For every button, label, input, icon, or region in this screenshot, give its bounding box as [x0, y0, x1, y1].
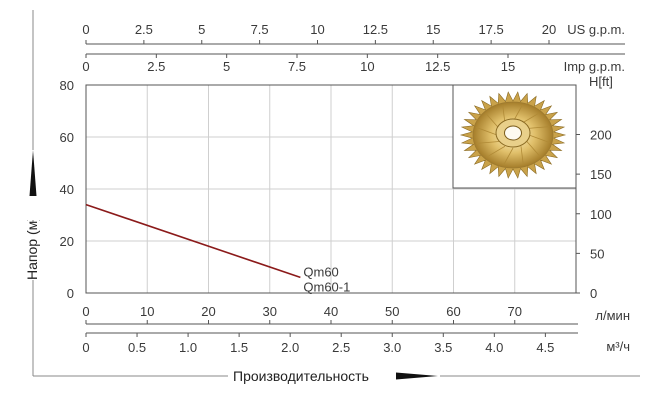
arrow-up-icon [29, 150, 37, 196]
svg-text:Напор (м): Напор (м) [24, 216, 40, 280]
tick-label: 10 [360, 59, 374, 74]
tick-label: 3.5 [434, 340, 452, 355]
y-axis-ft: 0 50 100 150 200 H[ft] [576, 74, 613, 301]
us-gpm-unit: US g.p.m. [567, 22, 625, 37]
tick-label: 5 [198, 22, 205, 37]
tick-label: 2.5 [135, 22, 153, 37]
tick-label: 0 [82, 304, 89, 319]
tick-label: 20 [542, 22, 556, 37]
m3h-unit: м³/ч [606, 339, 630, 354]
us-gpm-axis: 0 2.5 5 7.5 10 12.5 15 17.5 20 US g.p.m. [82, 22, 625, 45]
tick-label: 2.5 [332, 340, 350, 355]
y-ft-tick-label: 150 [590, 167, 612, 182]
tick-label: 7.5 [251, 22, 269, 37]
lmin-unit: л/мин [595, 308, 630, 323]
impeller-icon [459, 91, 567, 179]
tick-label: 17.5 [478, 22, 503, 37]
y-tick-label: 80 [60, 78, 74, 93]
tick-label: 1.0 [179, 340, 197, 355]
tick-label: 2.5 [147, 59, 165, 74]
y-tick-label: 60 [60, 130, 74, 145]
series-label-qm60-1: Qm60-1 [303, 279, 350, 294]
tick-label: 7.5 [288, 59, 306, 74]
lmin-axis: 0 10 20 30 40 50 60 70 л/мин [82, 304, 630, 325]
y-axis-title: Напор (м) [24, 150, 41, 280]
series-line-qm60 [85, 203, 301, 279]
x-axis-title: Производительность [228, 368, 440, 384]
tick-label: 0 [82, 340, 89, 355]
imp-gpm-unit: Imp g.p.m. [564, 59, 625, 74]
tick-label: 60 [446, 304, 460, 319]
y-tick-label: 20 [60, 234, 74, 249]
tick-label: 2.0 [281, 340, 299, 355]
y-axis-m: 0 20 40 60 80 [60, 78, 74, 301]
y-tick-label: 40 [60, 182, 74, 197]
svg-text:Производительность: Производительность [233, 368, 369, 384]
tick-label: 15 [426, 22, 440, 37]
y-ft-tick-label: 0 [590, 286, 597, 301]
tick-label: 12.5 [363, 22, 388, 37]
impeller-inset [452, 84, 577, 189]
tick-label: 0 [82, 59, 89, 74]
tick-label: 10 [310, 22, 324, 37]
tick-label: 10 [140, 304, 154, 319]
imp-gpm-axis: 0 2.5 5 7.5 10 12.5 15 Imp g.p.m. [82, 53, 625, 74]
tick-label: 4.5 [536, 340, 554, 355]
y-ft-tick-label: 200 [590, 128, 612, 143]
tick-label: 3.0 [383, 340, 401, 355]
m3h-axis: 0 0.5 1.0 1.5 2.0 2.5 3.0 3.5 4.0 4.5 м³/ч [82, 332, 630, 355]
tick-label: 1.5 [230, 340, 248, 355]
series-label-qm60: Qm60 [303, 264, 338, 279]
tick-label: 5 [223, 59, 230, 74]
y-ft-tick-label: 100 [590, 207, 612, 222]
tick-label: 40 [324, 304, 338, 319]
plot-frame [85, 84, 577, 294]
tick-label: 30 [263, 304, 277, 319]
y-ft-tick-label: 50 [590, 246, 604, 261]
tick-label: 0.5 [128, 340, 146, 355]
tick-label: 15 [501, 59, 515, 74]
arrow-right-icon [396, 372, 438, 380]
tick-label: 4.0 [485, 340, 503, 355]
y-ft-unit: H[ft] [589, 74, 613, 89]
tick-label: 0 [82, 22, 89, 37]
y-tick-label: 0 [67, 286, 74, 301]
tick-label: 70 [508, 304, 522, 319]
outer-frame [32, 10, 640, 377]
tick-label: 20 [201, 304, 215, 319]
tick-label: 50 [385, 304, 399, 319]
tick-label: 12.5 [425, 59, 450, 74]
